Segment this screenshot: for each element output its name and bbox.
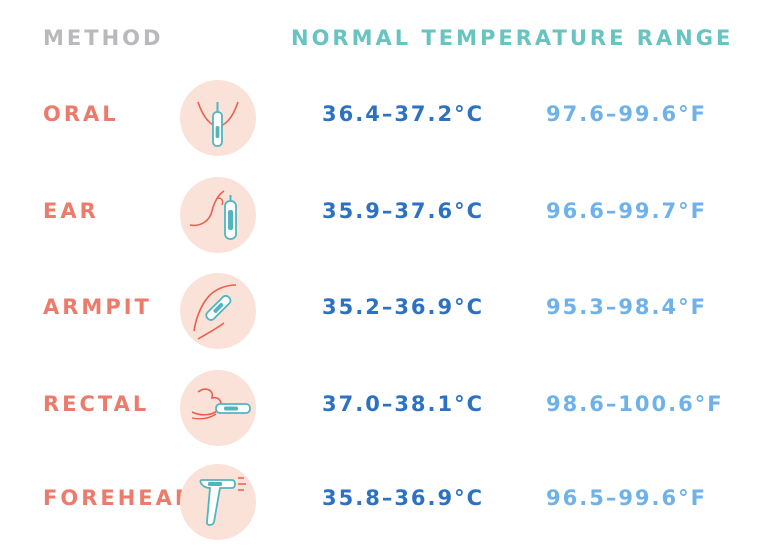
range-column-header: NORMAL TEMPERATURE RANGE [291,26,734,50]
ear-thermometer-icon [180,177,256,253]
table-row: RECTAL 37.0–38.1°C 98.6–100.6°F [0,370,768,450]
fahrenheit-range: 97.6–99.6°F [546,102,707,126]
method-label: FOREHEAD [43,486,196,510]
fahrenheit-range: 96.6–99.7°F [546,199,707,223]
celsius-range: 35.9–37.6°C [322,199,485,223]
celsius-range: 36.4–37.2°C [322,102,485,126]
method-label: ARMPIT [43,295,152,319]
table-row: ORAL 36.4–37.2°C 97.6–99.6°F [0,80,768,160]
method-label: ORAL [43,102,119,126]
fahrenheit-range: 96.5–99.6°F [546,486,707,510]
table-row: EAR 35.9–37.6°C 96.6–99.7°F [0,177,768,257]
table-row: ARMPIT 35.2–36.9°C 95.3–98.4°F [0,273,768,353]
celsius-range: 35.2–36.9°C [322,295,485,319]
fahrenheit-range: 95.3–98.4°F [546,295,707,319]
method-label: EAR [43,199,99,223]
oral-thermometer-icon [180,80,256,156]
fahrenheit-range: 98.6–100.6°F [546,392,724,416]
method-label: RECTAL [43,392,150,416]
table-row: FOREHEAD 35.8–36.9°C 96.5–99.6°F [0,464,768,544]
celsius-range: 37.0–38.1°C [322,392,485,416]
method-column-header: METHOD [43,26,164,50]
celsius-range: 35.8–36.9°C [322,486,485,510]
forehead-thermometer-icon [180,464,256,540]
rectal-thermometer-icon [180,370,256,446]
armpit-thermometer-icon [180,273,256,349]
